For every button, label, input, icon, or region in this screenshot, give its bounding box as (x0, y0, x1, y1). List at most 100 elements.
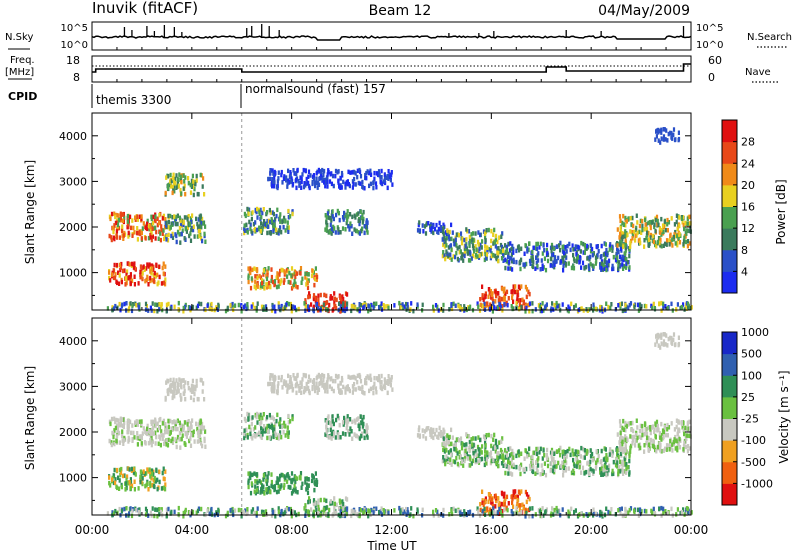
power-cell (269, 285, 271, 290)
power-cell (346, 307, 348, 312)
power-cell (358, 219, 360, 224)
velocity-cell (592, 508, 594, 513)
power-cell (481, 239, 483, 244)
velocity-cell (292, 373, 294, 378)
velocity-cell (275, 419, 277, 424)
power-cell (350, 309, 352, 314)
power-cell (204, 240, 206, 245)
velocity-cell (572, 469, 574, 474)
power-cell (150, 306, 152, 311)
power-cell (127, 219, 129, 224)
velocity-cell (351, 420, 353, 425)
power-cell (330, 294, 332, 299)
velocity-cell (490, 453, 492, 458)
power-cell (246, 302, 248, 307)
velocity-cell (190, 444, 192, 449)
velocity-cell (500, 440, 502, 445)
power-cell (330, 223, 332, 228)
velocity-cell (281, 473, 283, 478)
power-cell (174, 181, 176, 186)
power-cell (442, 303, 444, 308)
velocity-cell (327, 377, 329, 382)
velocity-cell (402, 507, 404, 512)
power-cell (114, 304, 116, 309)
power-cell (478, 242, 480, 247)
velocity-cell (384, 383, 386, 388)
power-cell (450, 237, 452, 242)
velocity-cell (638, 513, 640, 518)
velocity-cell (160, 443, 162, 448)
velocity-cell (301, 382, 303, 387)
power-cell (278, 305, 280, 310)
power-cell (172, 185, 174, 190)
velocity-cell (628, 470, 630, 475)
velocity-cell (272, 433, 274, 438)
power-cell (654, 223, 656, 228)
power-cell (508, 260, 510, 265)
power-cell (178, 184, 180, 189)
velocity-cell (391, 387, 393, 392)
power-cell (290, 273, 292, 278)
velocity-cell (450, 442, 452, 447)
power-cell (201, 239, 203, 244)
power-cell (660, 217, 662, 222)
power-cell (284, 305, 286, 310)
power-cell (679, 232, 681, 237)
power-cell (243, 305, 245, 310)
velocity-cell (334, 502, 336, 507)
velocity-cell (508, 465, 510, 470)
velocity-cell (114, 420, 116, 425)
velocity-cell (688, 434, 690, 439)
power-cell (386, 176, 388, 181)
power-cell (619, 232, 621, 237)
power-cell (263, 286, 265, 291)
velocity-cell (315, 386, 317, 391)
power-cell (489, 307, 491, 312)
velocity-cell (142, 476, 144, 481)
power-cell (266, 277, 268, 282)
velocity-cell (591, 452, 593, 457)
power-cell (531, 301, 533, 306)
power-cell (287, 169, 289, 174)
velocity-cell (209, 512, 211, 517)
velocity-cell (308, 375, 310, 380)
power-cell (504, 266, 506, 271)
velocity-cell (620, 452, 622, 457)
velocity-cell (271, 389, 273, 394)
velocity-cell (166, 426, 168, 431)
power-cell (268, 266, 270, 271)
power-cell (340, 230, 342, 235)
power-cell (167, 302, 169, 307)
power-cell (288, 280, 290, 285)
velocity-cell (450, 428, 452, 433)
power-cell (325, 307, 327, 312)
power-cell (349, 212, 351, 217)
power-cell (455, 251, 457, 256)
velocity-cell (647, 448, 649, 453)
power-cell (279, 216, 281, 221)
power-cell (572, 264, 574, 269)
velocity-cell (111, 417, 113, 422)
power-cell (664, 242, 666, 247)
power-cell (337, 209, 339, 214)
velocity-cell (326, 420, 328, 425)
power-cell (658, 302, 660, 307)
velocity-cell (442, 455, 444, 460)
velocity-cell (273, 389, 275, 394)
power-cell (362, 185, 364, 190)
power-cell (619, 264, 621, 269)
power-cell (532, 255, 534, 260)
power-cell (119, 235, 121, 240)
power-cell (448, 235, 450, 240)
velocity-cell (266, 436, 268, 441)
velocity-cell (256, 412, 258, 417)
power-cell (259, 274, 261, 279)
velocity-cell (131, 439, 133, 444)
power-cell (294, 275, 296, 280)
power-cell (260, 229, 262, 234)
velocity-cell (153, 514, 155, 519)
velocity-cell (149, 467, 151, 472)
velocity-cell (269, 376, 271, 381)
power-cell (180, 175, 182, 180)
power-cell (332, 209, 334, 214)
